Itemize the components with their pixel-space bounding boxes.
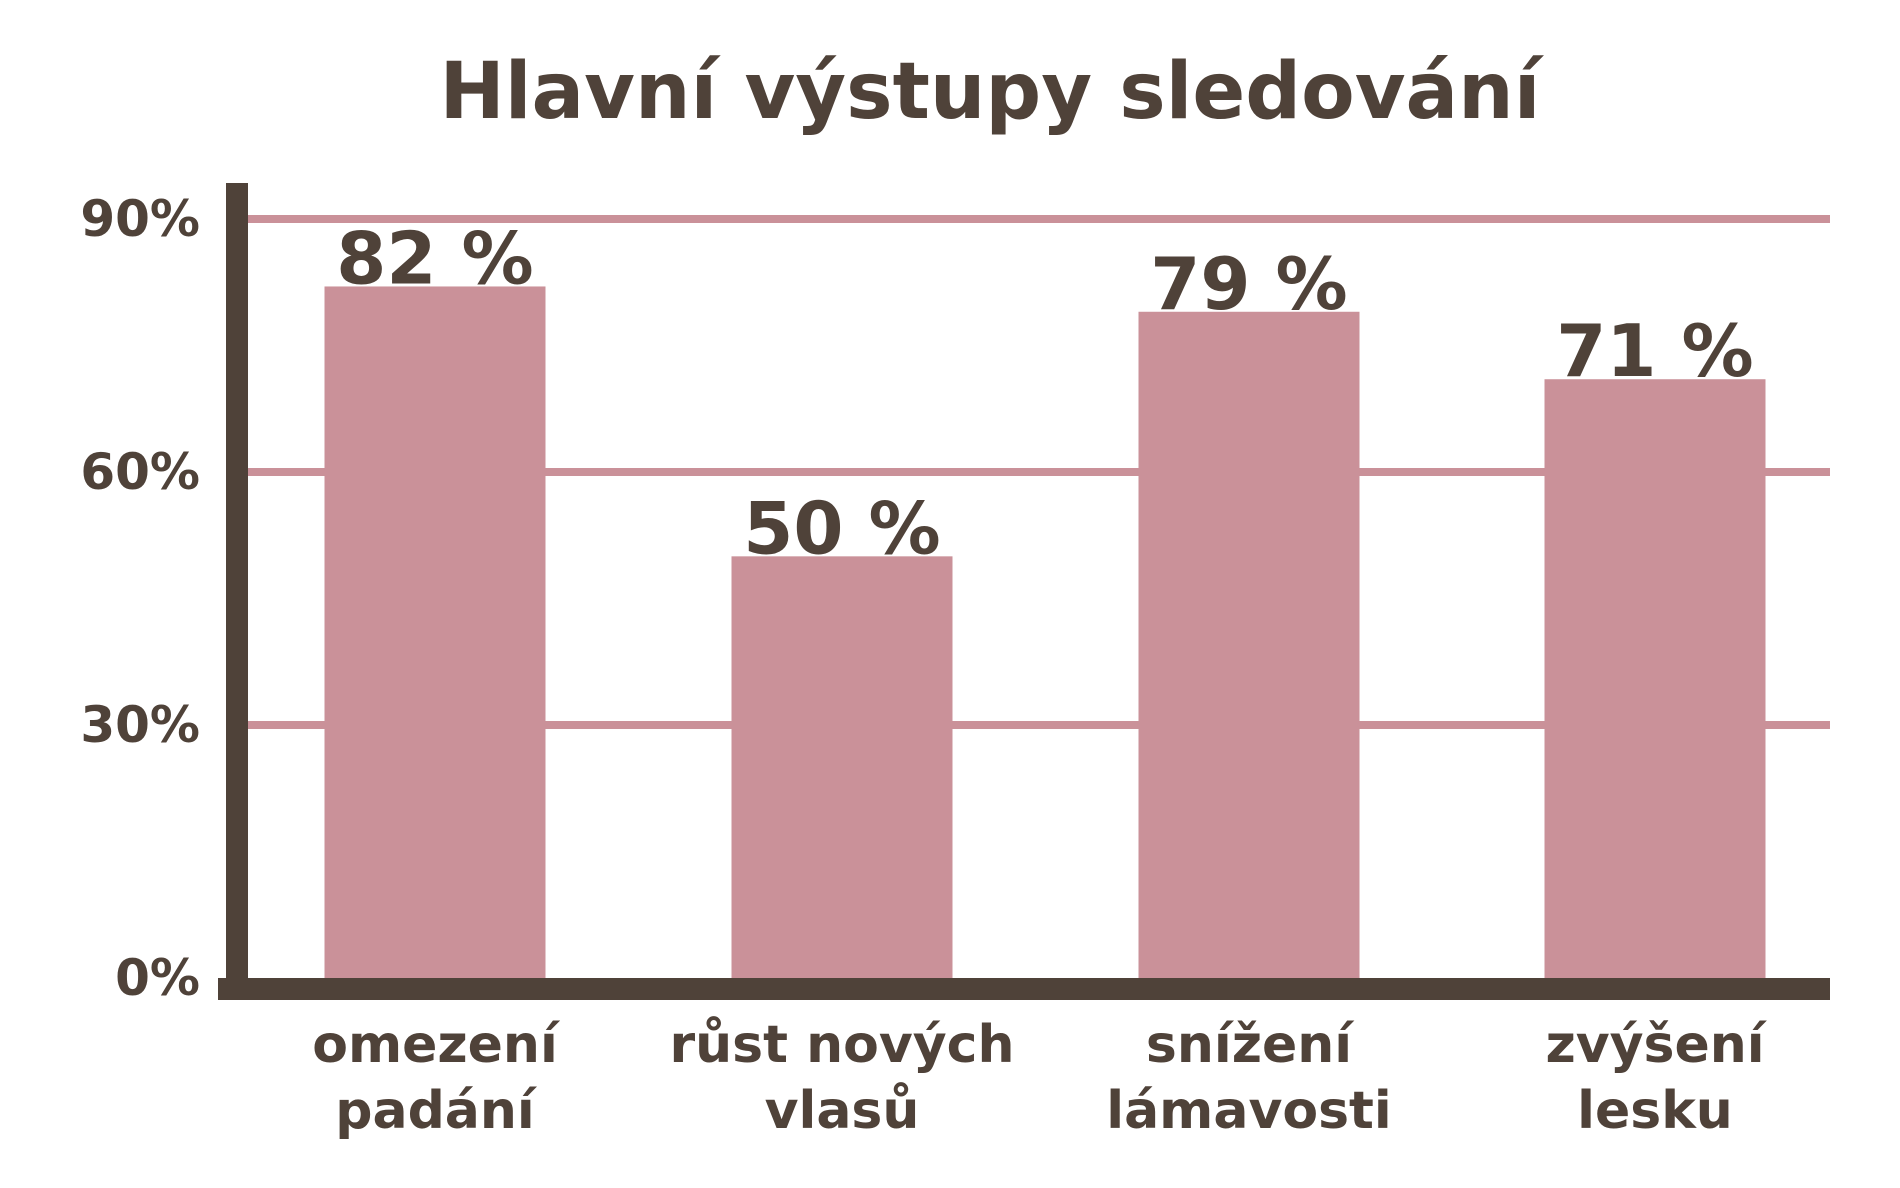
axes xyxy=(218,183,1830,1000)
value-label-0: 82 % xyxy=(336,216,533,300)
category-label-2: snížení lámavosti xyxy=(1106,1015,1391,1141)
bar-0 xyxy=(324,286,546,978)
y-tick-label-30: 30% xyxy=(80,696,200,754)
value-label-3: 71 % xyxy=(1556,309,1753,393)
y-tick-label-0: 0% xyxy=(115,949,200,1007)
value-labels: 82 % 50 % 79 % 71 % xyxy=(336,216,1753,570)
y-tick-label-90: 90% xyxy=(80,190,200,248)
x-axis-line xyxy=(218,978,1830,1000)
category-labels: omezení padání růst nových vlasů snížení láma… xyxy=(312,1015,1768,1141)
bar-2 xyxy=(1138,311,1360,978)
bar-3 xyxy=(1544,379,1766,978)
y-axis-line xyxy=(226,183,248,1000)
category-label-3: zvýšení lesku xyxy=(1545,1015,1767,1141)
y-tick-label-60: 60% xyxy=(80,443,200,501)
category-label-0: omezení padání xyxy=(312,1015,561,1141)
value-label-2: 79 % xyxy=(1150,242,1347,326)
value-label-1: 50 % xyxy=(743,486,940,570)
bars xyxy=(324,286,1766,978)
category-label-1: růst nových vlasů xyxy=(670,1015,1015,1141)
bar-1 xyxy=(731,556,953,978)
y-tick-labels: 0% 30% 60% 90% xyxy=(80,190,200,1007)
chart-title: Hlavní výstupy sledování xyxy=(440,47,1545,137)
